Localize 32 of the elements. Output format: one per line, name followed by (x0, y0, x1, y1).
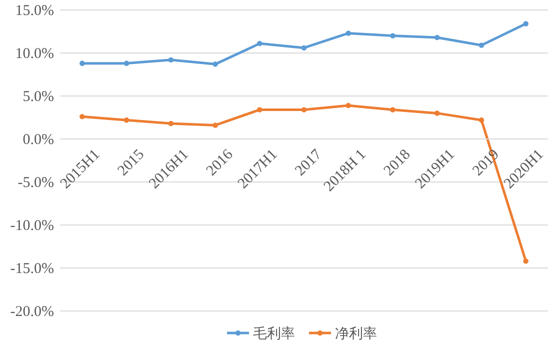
y-tick-label: -15.0% (10, 260, 54, 277)
point (478, 117, 484, 123)
point (301, 45, 307, 50)
point (390, 33, 396, 38)
y-tick-label: 0.0% (22, 132, 54, 148)
point (80, 60, 85, 66)
point (346, 30, 352, 36)
y-tick-label: 5.0% (22, 88, 54, 105)
y-tick-label: -5.0% (18, 174, 54, 191)
point (124, 117, 130, 123)
point (256, 40, 262, 46)
point (80, 114, 85, 120)
legend-label: 净利率 (335, 326, 377, 342)
point (523, 258, 528, 264)
point (346, 102, 352, 108)
legend-label: 毛利率 (253, 326, 295, 342)
point (390, 107, 396, 112)
y-tick-label: 15.0% (15, 2, 54, 19)
y-tick-label: -10.0% (10, 218, 54, 234)
point (212, 122, 218, 128)
point (168, 120, 174, 126)
point (256, 107, 262, 112)
y-tick-label: 10.0% (15, 46, 54, 62)
y-tick-label: -20.0% (10, 304, 54, 320)
point (523, 21, 528, 26)
point (212, 62, 218, 67)
point (478, 42, 484, 48)
point (124, 60, 130, 66)
point (168, 57, 174, 63)
point (434, 34, 440, 40)
point (301, 107, 307, 112)
point (434, 110, 440, 116)
